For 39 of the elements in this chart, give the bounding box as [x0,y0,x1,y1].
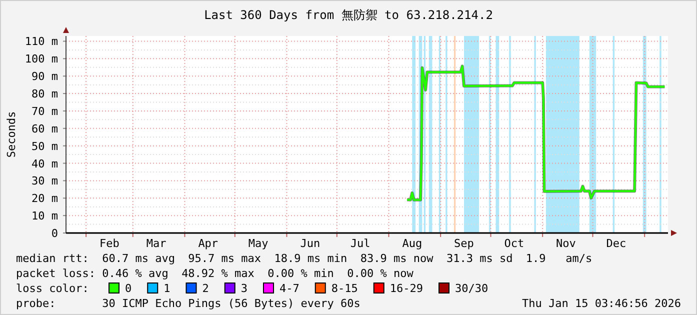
x-tick-label: May [248,237,269,250]
legend-label: 1 [164,282,170,295]
x-tick-label: Mar [146,237,167,250]
x-tick-label: Aug [402,237,422,250]
y-tick-label: 70 m [32,104,58,118]
x-tick-label: Dec [606,237,626,250]
legend-label: 3 [240,282,248,295]
x-tick-label: Nov [556,237,576,250]
y-tick-label: 0 [51,227,58,240]
x-tick-label: Oct [504,237,524,250]
legend-label: 30/30 [455,282,488,295]
y-tick-label: 10 m [32,210,58,223]
x-tick-label: Jun [300,237,320,250]
y-tick-label: 20 m [32,192,58,206]
y-tick-label: 90 m [32,70,58,84]
text: median rtt: 60.7 ms avg 95.7 ms max 18.9 ms min 83.9 ms now 31.3 ms sd 1.9 am/s [16,252,592,265]
legend-label: 2 [202,282,209,295]
legend-title: loss color: [16,282,89,295]
y-tick-label: 60 m [32,122,58,136]
y-tick-label: 100 m [24,52,58,66]
y-tick-label: 80 m [32,88,58,101]
x-tick-label: Apr [198,237,218,250]
y-tick-label: 30 m [32,174,58,188]
legend-label: 8-15 [331,282,358,295]
legend-label: 16-29 [390,282,423,295]
line-series [406,64,666,202]
text: probe: 30 ICMP Echo Pings (56 Bytes) every 60s [16,297,360,310]
y-tick-label: 50 m [32,140,58,153]
x-tick-label: Jul [350,237,370,250]
y-tick-label: 40 m [32,157,58,170]
y-tick-label: 110 m [24,35,58,48]
x-tick-label: Sep [454,237,474,250]
text: Thu Jan 15 03:46:56 2026 [522,297,681,310]
chart-title: Last 360 Days from 無防禦 to 63.218.214.2 [204,8,493,22]
text: packet loss: 0.46 % avg 48.92 % max 0.00 % min 0.00 % now [16,267,414,280]
x-tick-label: Feb [100,237,120,250]
legend-label: 0 [125,282,132,295]
legend-label: 4-7 [280,282,300,295]
y-axis-title: Seconds [5,111,18,158]
